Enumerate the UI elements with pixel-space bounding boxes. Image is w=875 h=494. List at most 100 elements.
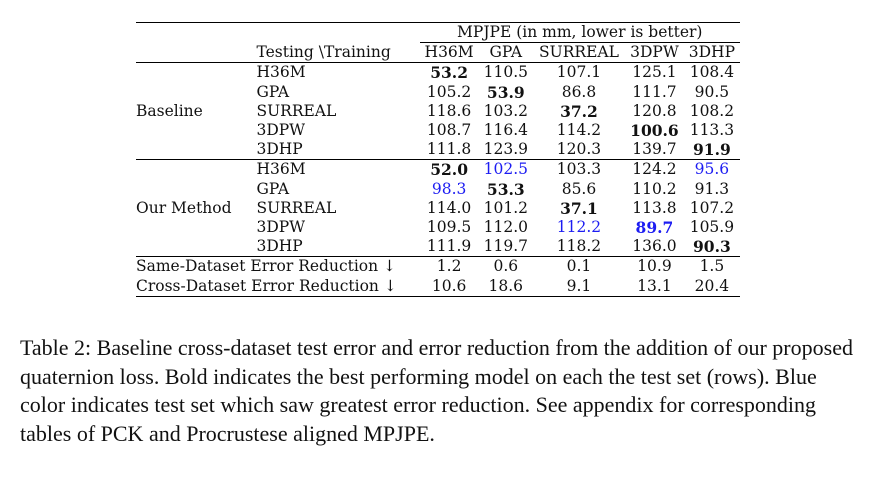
value-cell: 111.9 bbox=[426, 237, 472, 256]
value-cell: 139.7 bbox=[632, 140, 677, 159]
value-cell: 52.0 bbox=[419, 159, 479, 180]
value-cell: 136.0 bbox=[632, 237, 677, 256]
value-cell: 113.3 bbox=[689, 121, 735, 140]
value-cell: 53.9 bbox=[486, 82, 525, 102]
results-table-container: MPJPE (in mm, lower is better) Testing \… bbox=[136, 21, 740, 297]
value-cell: 113.8 bbox=[632, 198, 677, 217]
reduction-value: 10.6 bbox=[419, 276, 479, 297]
value-cell: 118.6 bbox=[426, 101, 472, 120]
reduction-value: 10.9 bbox=[625, 256, 684, 277]
value-cell: 108.4 bbox=[683, 62, 740, 83]
value-cell: 103.3 bbox=[532, 159, 626, 180]
value-cell: 110.5 bbox=[478, 62, 533, 83]
value-cell: 124.2 bbox=[625, 159, 684, 180]
value-cell: 114.0 bbox=[426, 198, 472, 217]
column-header-row: Testing \Training H36M GPA SURREAL 3DPW … bbox=[136, 43, 740, 63]
value-cell: 90.5 bbox=[694, 82, 730, 101]
group-label: Our Method bbox=[136, 159, 253, 257]
value-cell: 86.8 bbox=[561, 82, 597, 101]
value-cell: 105.9 bbox=[689, 218, 735, 237]
value-cell: 120.3 bbox=[556, 140, 602, 159]
value-cell: 109.5 bbox=[426, 218, 472, 237]
table-row: SURREAL 114.0 101.2 37.1 113.8 107.2 bbox=[136, 199, 740, 218]
results-table: MPJPE (in mm, lower is better) Testing \… bbox=[136, 21, 740, 297]
test-set-label: 3DHP bbox=[256, 237, 303, 256]
test-set-label: SURREAL bbox=[256, 101, 337, 120]
value-cell: 91.9 bbox=[693, 140, 731, 160]
reduction-value: 18.6 bbox=[478, 276, 533, 297]
value-cell: 85.6 bbox=[561, 179, 597, 198]
reduction-value: 1.2 bbox=[419, 256, 479, 277]
column-header: 3DPW bbox=[630, 43, 679, 62]
value-cell: 105.2 bbox=[426, 82, 472, 101]
header-span-row: MPJPE (in mm, lower is better) bbox=[136, 21, 740, 44]
value-cell: 111.7 bbox=[632, 82, 677, 101]
table-row: Baseline H36M 53.2 110.5 107.1 125.1 108.4 bbox=[136, 62, 740, 160]
header-empty-cell bbox=[252, 21, 420, 43]
table-row: 3DHP 111.8 123.9 120.3 139.7 91.9 bbox=[136, 140, 740, 160]
value-cell: 53.2 bbox=[419, 62, 479, 83]
reduction-value: 20.4 bbox=[683, 276, 740, 297]
table-row: GPA 98.3 53.3 85.6 110.2 91.3 bbox=[136, 180, 740, 199]
value-cell: 90.3 bbox=[693, 237, 731, 257]
table-row: 3DHP 111.9 119.7 118.2 136.0 90.3 bbox=[136, 237, 740, 257]
value-cell: 53.3 bbox=[486, 179, 525, 199]
value-cell: 111.8 bbox=[426, 140, 472, 159]
value-cell: 108.2 bbox=[689, 101, 735, 120]
test-set-label: GPA bbox=[256, 82, 290, 101]
value-cell: 89.7 bbox=[635, 218, 674, 238]
column-header: SURREAL bbox=[539, 43, 619, 62]
value-cell: 112.2 bbox=[556, 218, 602, 237]
reduction-value: 0.6 bbox=[478, 256, 533, 277]
header-empty-cell bbox=[136, 21, 253, 43]
reduction-value: 0.1 bbox=[532, 256, 626, 277]
test-set-label: H36M bbox=[252, 62, 420, 83]
value-cell: 119.7 bbox=[483, 237, 528, 256]
test-set-label: 3DPW bbox=[256, 218, 306, 237]
reduction-value: 9.1 bbox=[532, 276, 626, 297]
value-cell: 114.2 bbox=[556, 121, 602, 140]
reduction-row: Cross-Dataset Error Reduction ↓ 10.6 18.6 9… bbox=[136, 276, 740, 297]
table-row: SURREAL 118.6 103.2 37.2 120.8 108.2 bbox=[136, 102, 740, 121]
reduction-row: Same-Dataset Error Reduction ↓ 1.2 0.6 0.1 1… bbox=[136, 256, 740, 277]
value-cell: 107.2 bbox=[689, 198, 735, 217]
value-cell: 103.2 bbox=[483, 101, 528, 120]
table-row: GPA 105.2 53.9 86.8 111.7 90.5 bbox=[136, 83, 740, 102]
header-empty-cell bbox=[136, 43, 252, 63]
reduction-value: 1.5 bbox=[683, 256, 740, 277]
value-cell: 102.5 bbox=[478, 159, 533, 180]
table-row: 3DPW 109.5 112.0 112.2 89.7 105.9 bbox=[136, 218, 740, 237]
test-set-label: 3DPW bbox=[256, 121, 306, 140]
table-row: 3DPW 108.7 116.4 114.2 100.6 113.3 bbox=[136, 121, 740, 140]
table-row: Our Method H36M 52.0 102.5 103.3 124.2 95.6 bbox=[136, 159, 740, 257]
test-set-label: GPA bbox=[256, 179, 290, 198]
table-caption: Table 2: Baseline cross-dataset test err… bbox=[20, 335, 853, 446]
column-header: 3DHP bbox=[688, 43, 736, 62]
reduction-value: 13.1 bbox=[625, 276, 684, 297]
value-cell: 107.1 bbox=[532, 62, 626, 83]
value-cell: 37.2 bbox=[560, 101, 598, 121]
value-cell: 37.1 bbox=[560, 198, 598, 218]
value-cell: 95.6 bbox=[683, 159, 740, 180]
value-cell: 123.9 bbox=[483, 140, 528, 159]
value-cell: 101.2 bbox=[483, 198, 528, 217]
value-cell: 125.1 bbox=[625, 62, 684, 83]
reduction-label: Same-Dataset Error Reduction ↓ bbox=[136, 256, 420, 277]
value-cell: 118.2 bbox=[556, 237, 602, 256]
value-cell: 110.2 bbox=[632, 179, 677, 198]
value-cell: 112.0 bbox=[483, 218, 528, 237]
column-header: GPA bbox=[489, 43, 523, 62]
results-table-body: MPJPE (in mm, lower is better) Testing \… bbox=[136, 21, 740, 297]
value-cell: 100.6 bbox=[630, 121, 679, 141]
value-cell: 91.3 bbox=[694, 179, 730, 198]
value-cell: 116.4 bbox=[483, 121, 528, 140]
group-label: Baseline bbox=[136, 62, 253, 160]
test-set-label: SURREAL bbox=[256, 198, 337, 217]
column-header: H36M bbox=[424, 43, 474, 62]
value-cell: 108.7 bbox=[426, 121, 472, 140]
value-cell: 120.8 bbox=[632, 101, 677, 120]
reduction-label: Cross-Dataset Error Reduction ↓ bbox=[136, 276, 420, 297]
metric-header: MPJPE (in mm, lower is better) bbox=[419, 21, 740, 44]
value-cell: 98.3 bbox=[431, 179, 467, 198]
corner-header: Testing \Training bbox=[256, 42, 391, 61]
